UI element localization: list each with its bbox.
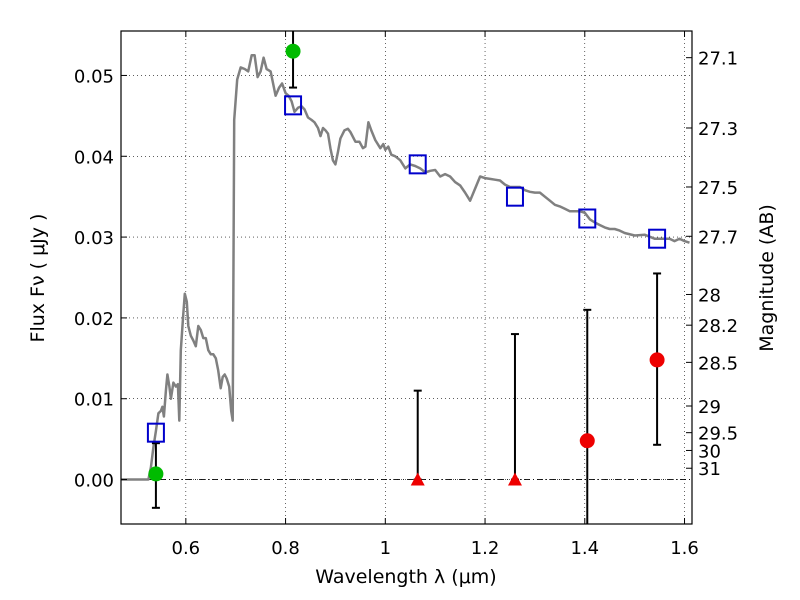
detection-markers <box>148 43 301 482</box>
y-tick-label: 0.02 <box>74 309 114 330</box>
y-tick-label: 0.01 <box>74 390 114 411</box>
magnitude-tick-label: 30 <box>698 441 721 462</box>
model-photometry-point <box>648 228 667 249</box>
model-photometry-point <box>146 422 165 443</box>
magnitude-axis-title: Magnitude (AB) <box>756 204 778 352</box>
magnitude-tick-label: 27.7 <box>698 227 738 248</box>
magnitude-tick-label: 27.1 <box>698 49 738 70</box>
plot-frame <box>120 30 693 525</box>
upper-limit-point <box>507 472 522 486</box>
x-tick-label: 1.6 <box>670 538 699 559</box>
model-spectrum-line <box>121 53 690 481</box>
magnitude-tick-label: 28.2 <box>698 316 738 337</box>
nondetection-point <box>579 433 595 449</box>
x-tick-label: 0.6 <box>172 538 201 559</box>
magnitude-tick-label: 28 <box>698 285 721 306</box>
y-axis-title: Flux Fν ( μJy ) <box>27 214 49 343</box>
y-tick-label: 0.00 <box>74 471 114 492</box>
x-axis-ticks: 0.6 0.8 1 1.2 1.4 1.6 <box>172 31 699 559</box>
x-tick-label: 1.2 <box>471 538 500 559</box>
model-photometry-point <box>578 208 597 229</box>
detection-point <box>148 466 164 482</box>
plot-background <box>121 31 692 524</box>
nondetection-point <box>649 352 665 368</box>
y-tick-label: 0.03 <box>74 228 114 249</box>
nondetection-markers <box>410 352 665 486</box>
y-axis-ticks: 0.00 0.01 0.02 0.03 0.04 0.05 <box>74 66 127 492</box>
y-tick-label: 0.04 <box>74 147 114 168</box>
magnitude-tick-label: 29.5 <box>698 424 738 445</box>
magnitude-tick-label: 27.5 <box>698 178 738 199</box>
upper-limit-point <box>410 472 425 486</box>
magnitude-tick-label: 31 <box>698 459 721 480</box>
model-photometry-point <box>505 186 524 207</box>
magnitude-tick-label: 28.5 <box>698 353 738 374</box>
x-tick-label: 1.4 <box>570 538 599 559</box>
model-photometry-markers <box>146 95 667 443</box>
magnitude-tick-label: 29 <box>698 397 721 418</box>
model-photometry-point <box>284 95 303 116</box>
x-tick-label: 0.8 <box>271 538 300 559</box>
x-axis-title: Wavelength λ (μm) <box>315 566 496 588</box>
y-tick-label: 0.05 <box>74 66 114 87</box>
magnitude-tick-label: 27.3 <box>698 119 738 140</box>
detection-point <box>285 43 301 59</box>
x-tick-label: 1 <box>380 538 391 559</box>
model-photometry-point <box>408 154 427 175</box>
